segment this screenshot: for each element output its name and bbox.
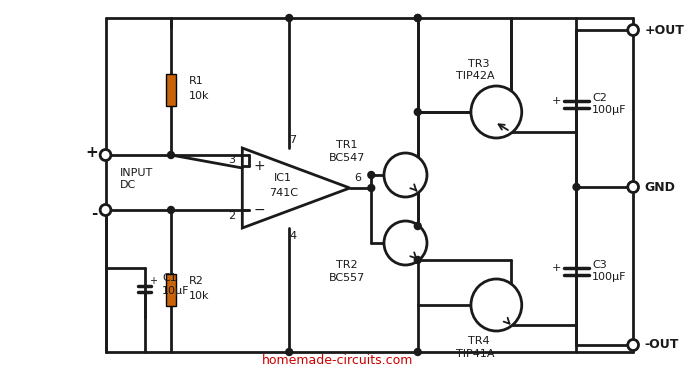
Text: +: + (85, 144, 97, 159)
Text: -OUT: -OUT (645, 338, 679, 352)
Text: GND: GND (645, 181, 676, 193)
Bar (166, 74, 176, 106)
Text: +: + (149, 276, 158, 286)
Circle shape (415, 15, 421, 21)
Text: TR3: TR3 (468, 59, 489, 69)
Text: BC557: BC557 (329, 273, 365, 283)
Text: TR1: TR1 (336, 140, 358, 150)
Circle shape (167, 151, 174, 159)
Circle shape (415, 15, 421, 21)
Circle shape (286, 15, 292, 21)
Text: 2: 2 (228, 211, 236, 221)
Text: 3: 3 (229, 155, 236, 165)
Text: 10k: 10k (189, 291, 209, 301)
Circle shape (627, 181, 638, 193)
Circle shape (100, 205, 111, 215)
Text: 741C: 741C (269, 188, 298, 198)
Text: R2: R2 (189, 276, 203, 286)
Text: TR4: TR4 (468, 336, 489, 346)
Circle shape (384, 153, 427, 197)
Circle shape (286, 349, 292, 356)
Text: TIP42A: TIP42A (455, 71, 494, 81)
Text: 10k: 10k (189, 91, 209, 101)
Text: DC: DC (120, 180, 136, 190)
Text: BC547: BC547 (329, 153, 365, 163)
Circle shape (415, 257, 421, 263)
Text: TR2: TR2 (336, 260, 358, 270)
Text: C2: C2 (592, 92, 607, 102)
Circle shape (471, 279, 522, 331)
Circle shape (368, 184, 375, 191)
Circle shape (100, 150, 111, 160)
Text: 6: 6 (354, 173, 361, 183)
Text: 10μF: 10μF (162, 286, 190, 296)
Text: TIP41A: TIP41A (455, 349, 494, 359)
Circle shape (573, 184, 580, 190)
Circle shape (471, 86, 522, 138)
Circle shape (167, 206, 174, 214)
Text: INPUT: INPUT (120, 168, 153, 178)
Text: +: + (253, 159, 265, 173)
Text: homemade-circuits.com: homemade-circuits.com (261, 353, 413, 367)
Text: C3: C3 (592, 260, 607, 270)
Text: R1: R1 (189, 76, 203, 86)
Circle shape (627, 340, 638, 350)
Text: +OUT: +OUT (645, 24, 685, 37)
Text: −: − (253, 203, 265, 217)
Circle shape (415, 223, 421, 230)
Text: 4: 4 (290, 231, 296, 241)
Text: +: + (551, 95, 561, 105)
Text: +: + (551, 263, 561, 273)
Text: 100μF: 100μF (592, 272, 627, 282)
Circle shape (415, 349, 421, 356)
Text: 100μF: 100μF (592, 104, 627, 114)
Circle shape (368, 172, 375, 178)
Text: IC1: IC1 (274, 173, 292, 183)
Text: -: - (91, 205, 97, 221)
Bar (166, 274, 176, 306)
Circle shape (627, 25, 638, 36)
Text: C1: C1 (162, 273, 177, 283)
Circle shape (415, 108, 421, 116)
Text: 7: 7 (290, 135, 296, 145)
Circle shape (384, 221, 427, 265)
